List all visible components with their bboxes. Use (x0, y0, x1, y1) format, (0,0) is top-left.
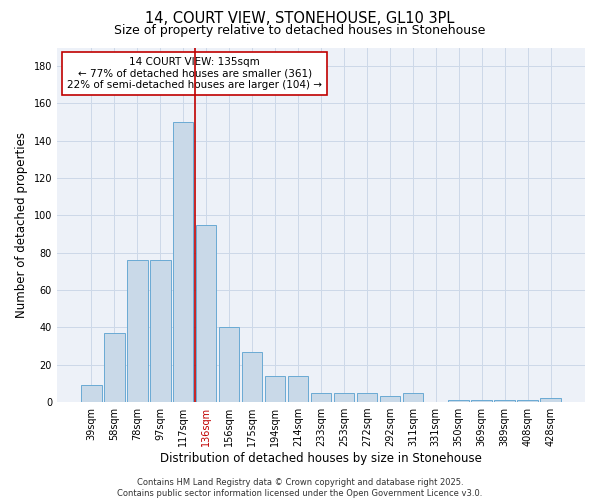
Bar (541, 398, 561, 402)
Bar (242, 352, 262, 402)
Bar (173, 122, 193, 402)
Bar (472, 400, 492, 402)
Text: 14, COURT VIEW, STONEHOUSE, GL10 3PL: 14, COURT VIEW, STONEHOUSE, GL10 3PL (145, 11, 455, 26)
Bar (150, 260, 170, 402)
Bar (104, 333, 125, 402)
Bar (403, 393, 423, 402)
Y-axis label: Number of detached properties: Number of detached properties (15, 132, 28, 318)
Bar (356, 393, 377, 402)
X-axis label: Distribution of detached houses by size in Stonehouse: Distribution of detached houses by size … (160, 452, 482, 465)
Text: 14 COURT VIEW: 135sqm
← 77% of detached houses are smaller (361)
22% of semi-det: 14 COURT VIEW: 135sqm ← 77% of detached … (67, 57, 322, 90)
Text: Size of property relative to detached houses in Stonehouse: Size of property relative to detached ho… (115, 24, 485, 37)
Bar (494, 400, 515, 402)
Bar (219, 328, 239, 402)
Bar (517, 400, 538, 402)
Bar (265, 376, 286, 402)
Bar (287, 376, 308, 402)
Bar (196, 225, 217, 402)
Bar (81, 386, 101, 402)
Text: Contains HM Land Registry data © Crown copyright and database right 2025.
Contai: Contains HM Land Registry data © Crown c… (118, 478, 482, 498)
Bar (448, 400, 469, 402)
Bar (380, 396, 400, 402)
Bar (127, 260, 148, 402)
Bar (311, 393, 331, 402)
Bar (334, 393, 354, 402)
